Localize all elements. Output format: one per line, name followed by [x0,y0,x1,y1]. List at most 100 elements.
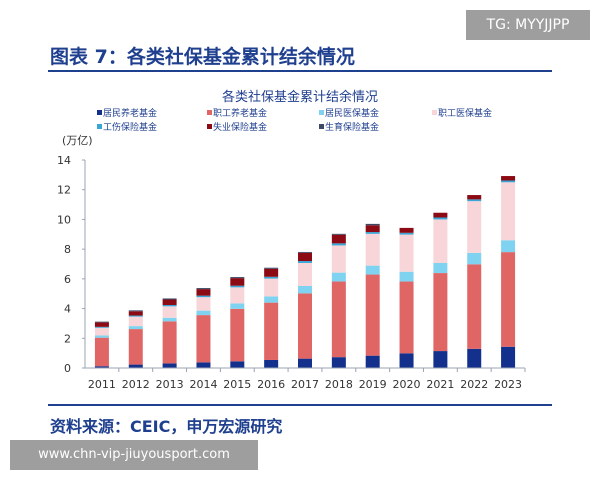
bar-segment [331,233,346,235]
bar-segment [230,278,245,286]
bar-segment [331,243,346,246]
bar-segment [399,234,414,272]
bar-segment [230,277,245,279]
x-tick-label: 2016 [257,378,285,391]
bar-segment [264,278,279,297]
source-divider [48,404,552,406]
bar-segment [230,361,245,368]
bar-segment [298,262,312,286]
bar-segment [467,348,482,368]
bar-segment [264,302,279,360]
bar-segment [365,355,380,368]
bar-segment [501,240,516,253]
legend-swatch [432,110,437,115]
bar-segment [365,274,380,356]
bar-segment [433,212,448,218]
y-tick-label: 8 [64,243,71,256]
legend-label: 职工医保基金 [438,107,492,119]
x-tick-label: 2022 [460,378,488,391]
x-tick-label: 2011 [88,378,116,391]
bar-segment [365,265,380,275]
bar-segment [230,287,245,304]
x-tick-label: 2013 [156,378,184,391]
watermark-top: TG: MYYJJPP [466,10,590,40]
bar-segment [264,268,279,277]
chart-title: 各类社保基金累计结余情况 [222,89,378,105]
bar-segment [298,285,312,294]
bar-segment [264,276,279,279]
bar-segment [162,298,177,300]
x-tick-label: 2015 [223,378,251,391]
bar-segment [128,326,143,330]
bar-segment [94,337,109,367]
bar-segment [433,351,448,368]
bar-segment [230,308,245,362]
bar-segment [433,217,448,220]
bar-segment [467,201,482,253]
x-tick-label: 2017 [291,378,319,391]
bar-segment [196,297,211,311]
bar-segment [331,272,346,282]
bar-segment [162,363,177,368]
x-tick-label: 2023 [494,378,522,391]
bar-segment [162,306,177,318]
bar-segment [230,303,245,309]
bar-segment [128,311,143,316]
x-tick-label: 2019 [359,378,387,391]
legend-swatch [97,124,102,129]
bar-segment [94,327,109,336]
bar-segment [128,316,143,327]
bar-segment [94,335,109,338]
x-tick-label: 2020 [393,378,421,391]
bar-segment [433,273,448,352]
bar-segment [433,219,448,263]
bar-segment [501,176,516,181]
bar-segment [467,195,482,200]
y-tick-label: 6 [64,273,71,286]
bar-segment [331,245,346,273]
x-tick-label: 2021 [426,378,454,391]
x-tick-label: 2012 [122,378,150,391]
bar-segment [399,281,414,354]
bar-segment [467,199,482,202]
bar-segment [365,223,380,226]
legend-label: 工伤保险基金 [103,121,157,133]
y-tick-label: 14 [57,154,71,167]
bar-segment [94,321,109,323]
bar-segment [162,299,177,306]
bar-segment [365,232,380,234]
figure-title: 图表 7：各类社保基金累计结余情况 [50,46,355,68]
bar-segment [501,180,516,183]
x-tick-label: 2014 [189,378,217,391]
legend-label: 居民医保基金 [325,107,379,119]
bar-segment [331,281,346,358]
bar-segment [501,252,516,347]
bar-segment [298,252,312,262]
bar-segment [298,251,312,253]
legend-swatch [207,124,212,129]
legend-label: 失业保险基金 [213,121,267,133]
bar-segment [264,296,279,303]
bar-segment [94,322,109,327]
bar-segment [196,310,211,316]
bar-segment [196,295,211,298]
bar-segment [162,305,177,307]
legend-swatch [319,124,324,129]
bar-segment [196,362,211,368]
bar-segment [399,271,414,282]
bar-segment [196,289,211,296]
bar-segment [399,227,414,233]
bar-segment [433,262,448,274]
bar-segment [196,288,211,290]
bar-segment [94,366,109,368]
bar-segment [365,233,380,266]
bar-segment [264,267,279,269]
bar-segment [128,315,143,317]
bar-segment [501,346,516,368]
y-tick-label: 10 [57,213,71,226]
legend-swatch [207,110,212,115]
y-tick-label: 4 [64,303,71,316]
bar-segment [94,326,109,328]
